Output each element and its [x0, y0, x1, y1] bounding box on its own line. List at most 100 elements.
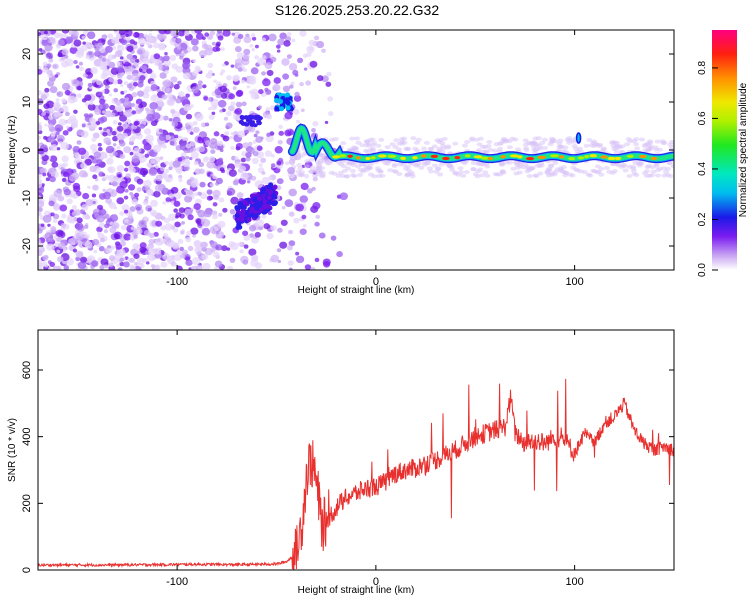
- x-tick-label: 0: [373, 576, 379, 588]
- heatmap-cell: [470, 167, 477, 172]
- heatmap-cell: [598, 172, 605, 177]
- heatmap-cell: [72, 30, 79, 37]
- heatmap-cell: [556, 144, 563, 149]
- heatmap-cell: [44, 151, 48, 155]
- heatmap-cell: [92, 238, 100, 246]
- heatmap-cell: [136, 178, 144, 185]
- heatmap-cell: [136, 228, 143, 235]
- heatmap-cell: [150, 159, 156, 164]
- heatmap-cell: [117, 267, 123, 270]
- heatmap-cell: [139, 167, 149, 176]
- heatmap-cell: [158, 128, 163, 133]
- y-tick-label: 0: [21, 147, 33, 153]
- heatmap-cell: [164, 134, 171, 141]
- heatmap-cell: [111, 181, 118, 187]
- heatmap-cell: [263, 223, 271, 230]
- heatmap-cell: [60, 56, 66, 61]
- heatmap-cell: [116, 79, 123, 85]
- heatmap-cell: [94, 178, 99, 182]
- heatmap-cell: [135, 206, 141, 211]
- heatmap-cell: [284, 129, 292, 137]
- heatmap-cell: [146, 68, 153, 74]
- heatmap-cell: [624, 142, 631, 147]
- heatmap-cell: [204, 32, 210, 37]
- heatmap-cell: [308, 39, 315, 46]
- heatmap-cell: [178, 174, 183, 179]
- heatmap-cell: [207, 106, 212, 111]
- heatmap-cell: [359, 143, 366, 148]
- heatmap-cell: [272, 83, 281, 92]
- heatmap-cell: [177, 46, 182, 50]
- heatmap-cell: [367, 172, 374, 177]
- heatmap-cell: [158, 30, 168, 35]
- heatmap-cell: [539, 140, 546, 145]
- heatmap-cell: [123, 261, 130, 268]
- heatmap-cell: [510, 154, 519, 158]
- heatmap-cell: [127, 210, 132, 214]
- heatmap-cell: [270, 153, 275, 158]
- heatmap-cell: [293, 217, 300, 224]
- heatmap-cell: [182, 72, 191, 80]
- heatmap-cell: [476, 148, 483, 153]
- heatmap-cell: [537, 146, 544, 151]
- heatmap-cell: [619, 144, 626, 149]
- heatmap-cell: [82, 192, 90, 200]
- heatmap-cell: [197, 191, 202, 196]
- heatmap-cell: [195, 32, 204, 40]
- heatmap-cell: [201, 253, 209, 260]
- heatmap-cell: [165, 87, 173, 94]
- heatmap-cell: [108, 77, 114, 83]
- heatmap-cell: [123, 146, 132, 154]
- heatmap-cell: [650, 169, 657, 174]
- colorbar-tick-label: 0.2: [697, 212, 708, 226]
- heatmap-cell: [148, 232, 155, 239]
- heatmap-cell: [103, 127, 107, 132]
- heatmap-cell: [49, 86, 58, 94]
- heatmap-cell: [111, 222, 120, 230]
- heatmap-cell: [296, 172, 303, 177]
- heatmap-cell: [98, 246, 105, 252]
- heatmap-cell: [215, 41, 221, 46]
- heatmap-cell: [306, 188, 313, 194]
- heatmap-cell: [55, 131, 60, 136]
- heatmap-cell: [460, 173, 467, 178]
- heatmap-cell: [312, 202, 321, 210]
- heatmap-cell: [369, 137, 376, 142]
- heatmap-cell: [89, 101, 94, 106]
- heatmap-cell: [337, 170, 344, 175]
- heatmap-cell: [183, 104, 192, 112]
- heatmap-cell: [98, 171, 105, 177]
- heatmap-cell: [162, 201, 166, 205]
- heatmap-cell: [528, 166, 535, 171]
- heatmap-cell: [208, 156, 216, 163]
- heatmap-cell: [212, 214, 218, 220]
- heatmap-cell: [123, 65, 132, 73]
- heatmap-cell: [62, 130, 69, 136]
- heatmap-cell: [308, 46, 314, 51]
- heatmap-cell: [114, 50, 123, 58]
- heatmap-cell: [52, 63, 59, 70]
- heatmap-cell: [239, 217, 245, 223]
- heatmap-cell: [248, 141, 253, 146]
- heatmap-cell: [615, 163, 622, 168]
- heatmap-cell: [357, 167, 364, 172]
- heatmap-cell: [66, 118, 73, 125]
- heatmap-cell: [396, 141, 403, 146]
- heatmap-cell: [72, 193, 78, 199]
- heatmap-cell: [288, 158, 296, 165]
- heatmap-cell: [164, 223, 173, 231]
- heatmap-cell: [215, 244, 223, 251]
- heatmap-cell: [412, 156, 418, 160]
- heatmap-cell: [303, 67, 308, 71]
- heatmap-cell: [577, 146, 584, 151]
- heatmap-cell: [228, 93, 236, 100]
- heatmap-cell: [248, 224, 257, 232]
- heatmap-cell: [101, 34, 108, 40]
- heatmap-cell: [41, 111, 46, 116]
- heatmap-cell: [258, 163, 263, 167]
- heatmap-cell: [84, 94, 92, 101]
- heatmap-cell: [577, 156, 585, 160]
- heatmap-cell: [92, 174, 98, 180]
- heatmap-cell: [89, 143, 98, 151]
- heatmap-cell: [330, 235, 337, 241]
